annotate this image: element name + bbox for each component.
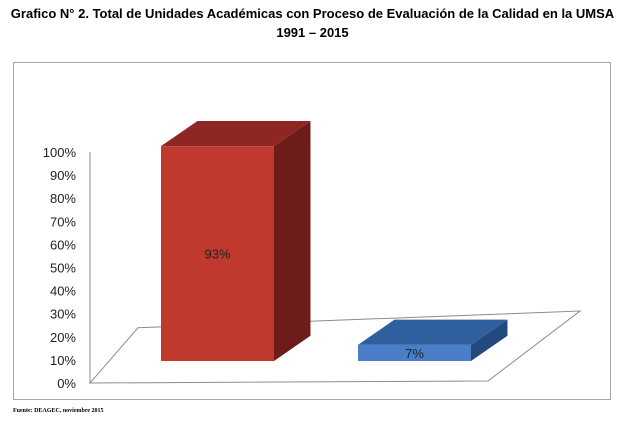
chart-frame — [13, 62, 611, 400]
y-tick-label: 80% — [50, 191, 76, 206]
bar-top — [358, 319, 508, 345]
bar-1 — [161, 120, 311, 361]
y-tick-label: 90% — [50, 168, 76, 183]
bar-side — [274, 120, 311, 361]
y-tick-label: 70% — [50, 214, 76, 229]
axis-layer: 0% 10% 20% 30% 40% 50% 60% 70% 80% 90% 100% — [43, 145, 91, 391]
bars-layer — [161, 120, 508, 361]
y-tick-label: 10% — [50, 353, 76, 368]
bar-front — [161, 146, 274, 361]
y-tick-label: 60% — [50, 237, 76, 252]
bar-side — [471, 319, 508, 361]
y-tick-label: 0% — [57, 376, 76, 391]
chart-title-line-2: 1991 – 2015 — [276, 25, 349, 40]
y-tick-label: 20% — [50, 330, 76, 345]
data-label: 93% — [204, 247, 230, 262]
y-tick-label: 30% — [50, 307, 76, 322]
y-tick-label: 100% — [43, 145, 77, 160]
bar-2 — [358, 319, 508, 361]
data-label: 7% — [405, 346, 424, 361]
bar-top — [161, 120, 311, 147]
floor-outline — [88, 310, 582, 384]
y-tick-label: 40% — [50, 284, 76, 299]
y-tick-label: 50% — [50, 261, 76, 276]
chart-floor — [88, 310, 582, 384]
source-note: Fuente: DEAGEC, noviembre 2015 — [13, 408, 104, 414]
chart-title: Grafico N° 2. Total de Unidades Académic… — [0, 4, 625, 42]
bar-front — [358, 344, 471, 361]
chart-title-line-1: Grafico N° 2. Total de Unidades Académic… — [10, 6, 615, 21]
data-labels-layer: 93% 7% — [204, 247, 424, 361]
